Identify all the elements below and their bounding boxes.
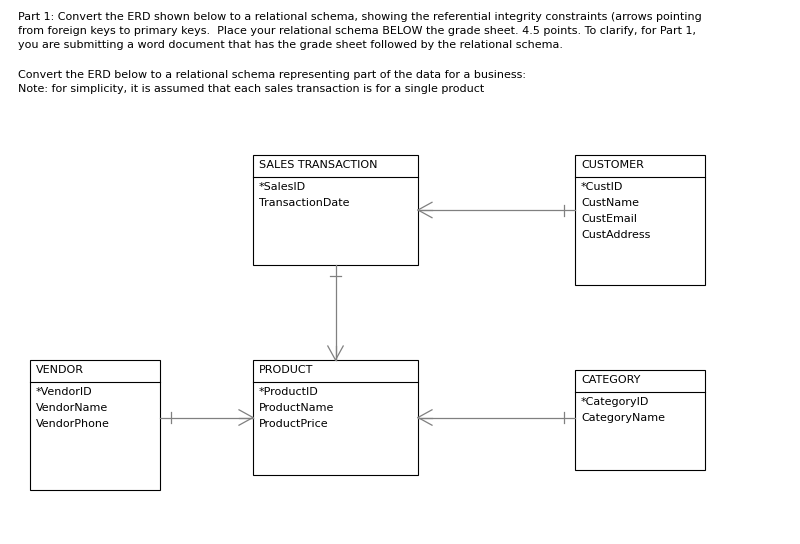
Text: CATEGORY: CATEGORY (581, 375, 640, 385)
Bar (30, 360, 160, 490)
Text: SALES TRANSACTION: SALES TRANSACTION (259, 160, 378, 170)
Bar (575, 155, 705, 285)
Bar (253, 155, 418, 265)
Text: from foreign keys to primary keys.  Place your relational schema BELOW the grade: from foreign keys to primary keys. Place… (18, 26, 696, 36)
Bar (575, 370, 705, 470)
Text: Part 1: Convert the ERD shown below to a relational schema, showing the referent: Part 1: Convert the ERD shown below to a… (18, 12, 702, 22)
Text: CustName: CustName (581, 198, 639, 208)
Text: VendorPhone: VendorPhone (36, 419, 110, 429)
Text: CustEmail: CustEmail (581, 214, 637, 224)
Text: CUSTOMER: CUSTOMER (581, 160, 644, 170)
Text: Note: for simplicity, it is assumed that each sales transaction is for a single : Note: for simplicity, it is assumed that… (18, 84, 484, 94)
Text: *CustID: *CustID (581, 182, 623, 192)
Text: PRODUCT: PRODUCT (259, 365, 314, 375)
Text: VENDOR: VENDOR (36, 365, 84, 375)
Text: *ProductID: *ProductID (259, 387, 318, 397)
Text: *VendorID: *VendorID (36, 387, 93, 397)
Text: Convert the ERD below to a relational schema representing part of the data for a: Convert the ERD below to a relational sc… (18, 70, 526, 80)
Text: *SalesID: *SalesID (259, 182, 306, 192)
Text: ProductName: ProductName (259, 403, 334, 413)
Text: you are submitting a word document that has the grade sheet followed by the rela: you are submitting a word document that … (18, 40, 563, 50)
Bar (253, 360, 418, 475)
Text: TransactionDate: TransactionDate (259, 198, 350, 208)
Text: CategoryName: CategoryName (581, 413, 665, 423)
Text: CustAddress: CustAddress (581, 230, 650, 240)
Text: VendorName: VendorName (36, 403, 108, 413)
Text: ProductPrice: ProductPrice (259, 419, 329, 429)
Text: *CategoryID: *CategoryID (581, 397, 650, 407)
